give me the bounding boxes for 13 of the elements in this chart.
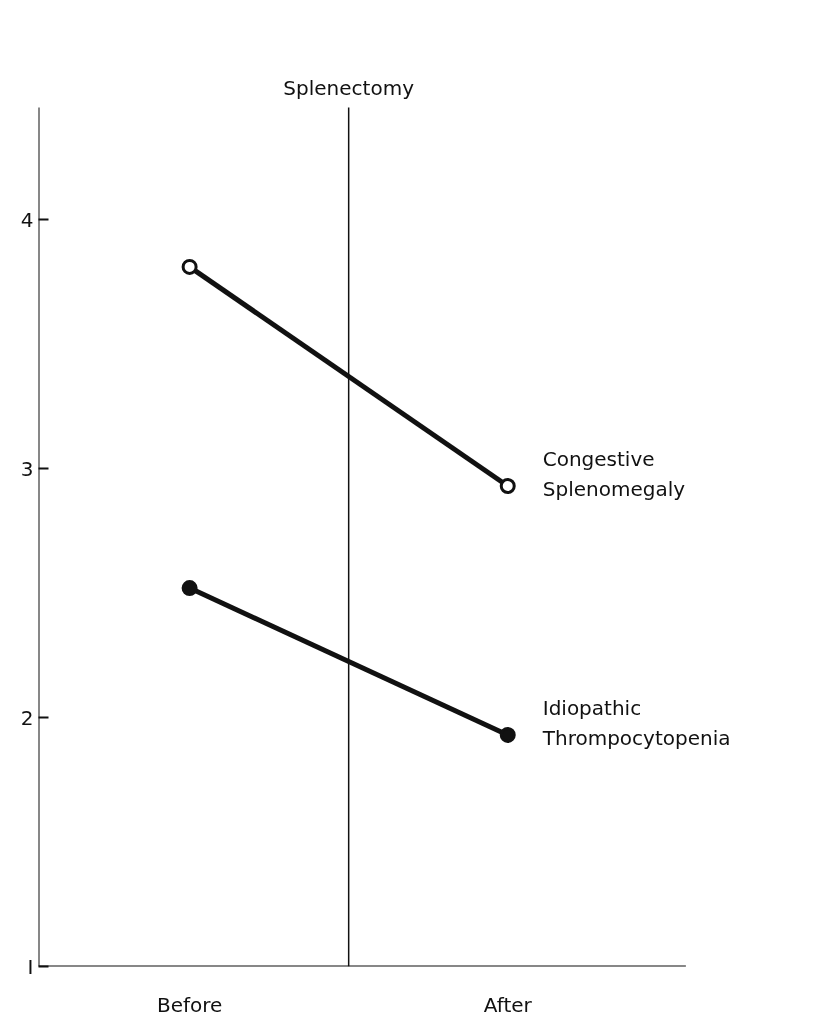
x-tick-label: Before [156, 992, 223, 1017]
series-label: Congestive Splenomegaly [542, 447, 686, 501]
point [181, 580, 198, 597]
y-tick-label: I [27, 954, 34, 979]
point [499, 726, 516, 743]
point [499, 478, 516, 494]
y-tick-label: 3 [20, 456, 34, 481]
series-label: Idiopathic Thrompocytopenia [541, 695, 731, 750]
y-tick-label: 4 [20, 207, 34, 232]
text: Splenectomy [283, 75, 415, 100]
y-tick-label: 2 [20, 705, 34, 730]
x-tick-label: After [483, 992, 533, 1017]
point [181, 258, 198, 275]
